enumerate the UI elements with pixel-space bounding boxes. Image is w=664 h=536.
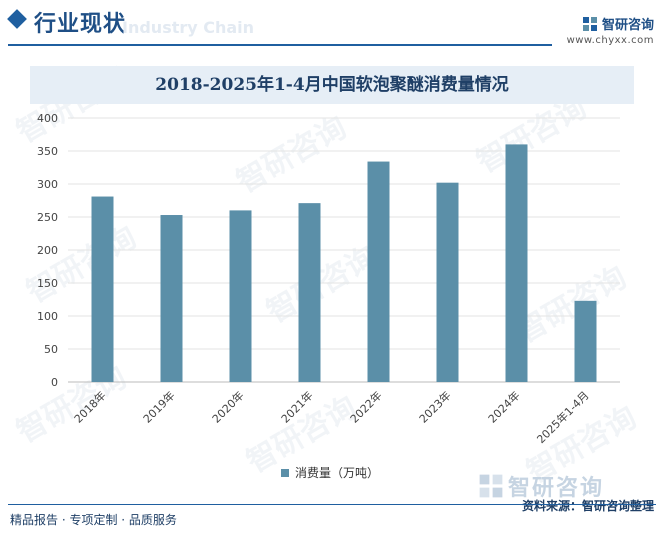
- x-tick-label: 2022年: [347, 388, 384, 425]
- x-tick-label: 2023年: [416, 388, 453, 425]
- footer-brand-name: 智研咨询: [508, 476, 605, 501]
- bar: [160, 215, 183, 382]
- y-tick-label: 50: [44, 343, 58, 356]
- brand-logo-icon: [582, 16, 597, 31]
- bar: [229, 210, 252, 382]
- x-tick-label: 2024年: [485, 388, 522, 425]
- y-tick-label: 250: [37, 211, 58, 224]
- brand-name: 智研咨询: [601, 18, 654, 33]
- bar: [298, 203, 321, 382]
- y-tick-label: 200: [37, 244, 58, 257]
- header-divider: [8, 44, 552, 46]
- y-tick-label: 150: [37, 277, 58, 290]
- y-tick-label: 400: [37, 112, 58, 125]
- footer-tagline: 精品报告 · 专项定制 · 品质服务: [10, 513, 177, 527]
- brand-block: 智研咨询 www.chyxx.com: [567, 14, 654, 46]
- bar: [574, 300, 597, 382]
- y-tick-label: 0: [51, 376, 58, 389]
- y-tick-label: 300: [37, 178, 58, 191]
- x-tick-label: 2020年: [209, 388, 246, 425]
- chart-title-box: 2018-2025年1-4月中国软泡聚醚消费量情况: [30, 66, 634, 104]
- bar: [367, 161, 390, 382]
- brand-url: www.chyxx.com: [566, 35, 654, 46]
- footer-logo-icon: [479, 474, 503, 498]
- data-source: 资料来源：智研咨询整理: [521, 499, 654, 513]
- footer-divider: [8, 504, 656, 505]
- bar: [436, 182, 459, 382]
- section-title: 行业现状: [34, 12, 127, 37]
- x-tick-label: 2021年: [278, 388, 315, 425]
- footer-brand: 智研咨询: [478, 470, 604, 502]
- x-tick-label: 2025年1-4月: [534, 388, 592, 446]
- section-ghost-text: Industry Chain: [122, 18, 255, 37]
- bar: [91, 196, 114, 382]
- chart-title: 2018-2025年1-4月中国软泡聚醚消费量情况: [155, 75, 509, 95]
- legend-label: 消费量（万吨）: [295, 466, 380, 480]
- y-tick-label: 100: [37, 310, 58, 323]
- x-tick-label: 2018年: [71, 388, 108, 425]
- bar: [505, 144, 528, 382]
- section-header: 行业现状 Industry Chain 智研咨询 www.chyxx.com: [0, 0, 664, 48]
- x-tick-label: 2019年: [140, 388, 177, 425]
- y-tick-label: 350: [37, 145, 58, 158]
- chart-legend: 消费量（万吨）: [281, 464, 379, 481]
- legend-swatch: [281, 468, 289, 477]
